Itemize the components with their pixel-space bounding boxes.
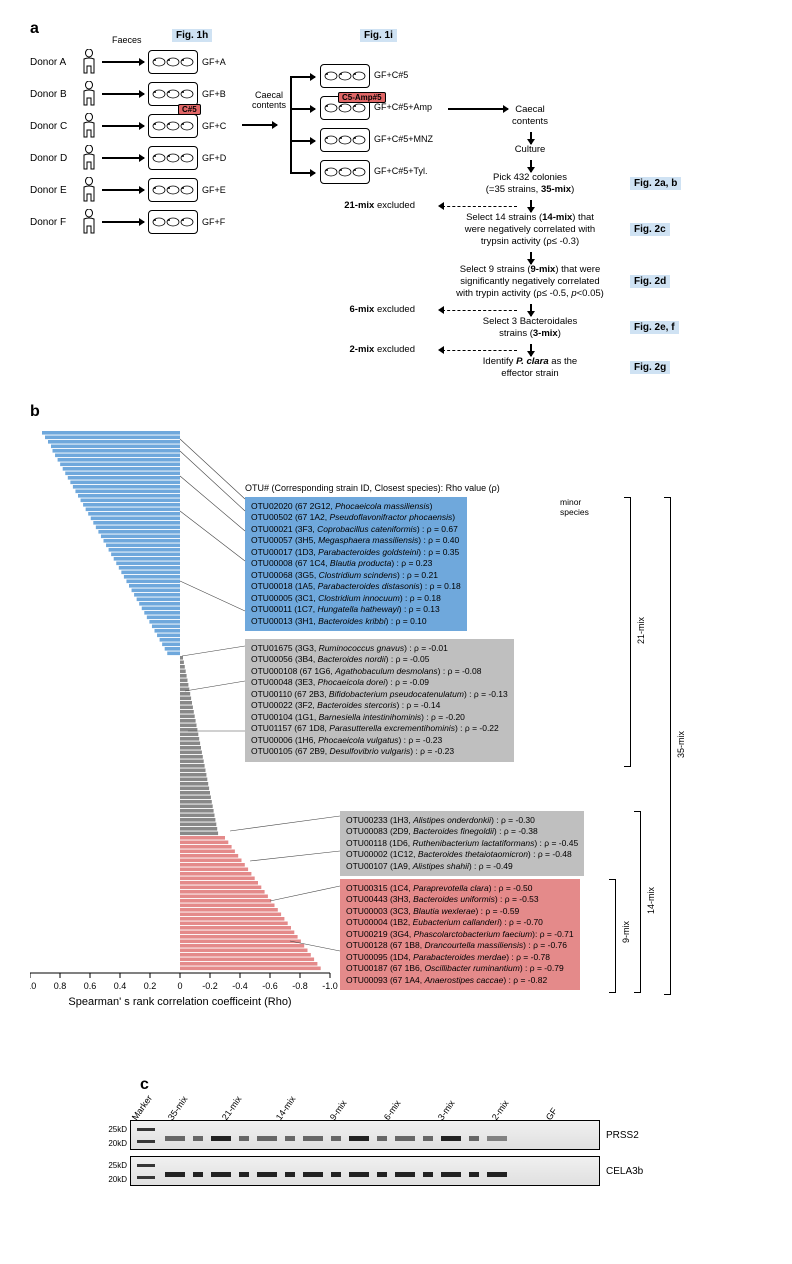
panel-b-chart: 1.00.80.60.40.20-0.2-0.4-0.6-0.8-1.0Spea… <box>30 431 772 1071</box>
panel-c-gels: Marker35-mix 21-mix 14-mix 9-mix 6-mix 3… <box>30 1104 772 1234</box>
panel-a-flowchart: Fig. 1hFig. 1iFaecesDonor A GF+ADonor B … <box>30 43 772 403</box>
panel-letter-b: b <box>30 403 772 421</box>
